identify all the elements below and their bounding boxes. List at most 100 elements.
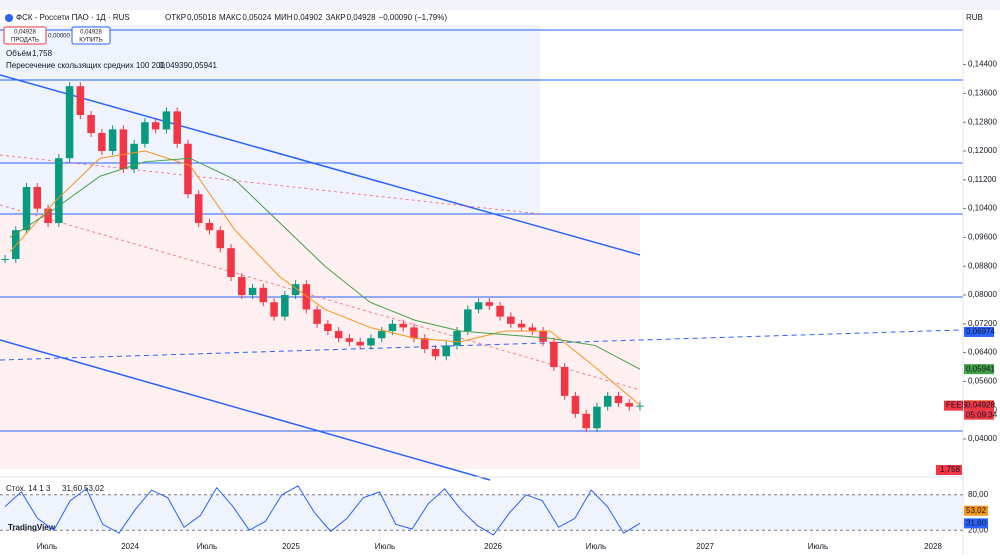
- sell-label: ПРОДАТЬ: [11, 38, 39, 44]
- candle: [485, 302, 494, 306]
- stoch-line: [4, 485, 641, 536]
- candle: [593, 406, 601, 429]
- y-tick-label: 0,12800: [968, 117, 997, 126]
- candle: [248, 287, 257, 296]
- candle: [324, 323, 332, 332]
- spread: 0,00000: [48, 34, 70, 40]
- candle: [162, 111, 171, 130]
- ma-fast: 0,04939: [159, 61, 188, 70]
- volume-label: Объём: [6, 49, 32, 58]
- candle: [410, 327, 418, 339]
- candle: [1, 259, 9, 261]
- candle: [388, 323, 397, 332]
- candle: [636, 405, 644, 407]
- candle: [560, 367, 569, 396]
- stoch-badge: [964, 505, 988, 516]
- y-tick-label: 0,06400: [968, 348, 997, 357]
- candle: [474, 302, 483, 310]
- x-tick-label: 2026: [484, 542, 502, 551]
- x-tick-label: Июль: [375, 542, 395, 551]
- candle: [420, 338, 429, 350]
- candle: [130, 143, 138, 170]
- y-tick-label: 0,11200: [968, 175, 997, 184]
- toolbar: [0, 0, 1000, 10]
- candle: [571, 395, 580, 414]
- sell-button[interactable]: [3, 26, 47, 45]
- y-tick-label: 0,05600: [968, 377, 997, 386]
- candle: [313, 309, 321, 324]
- y-tick-label: 0,10400: [968, 204, 997, 213]
- candle: [367, 338, 375, 346]
- timer-bg: [964, 410, 994, 420]
- volume-value: 1,758: [32, 49, 53, 58]
- candle: [377, 331, 386, 339]
- candle: [108, 129, 117, 152]
- candle: [194, 194, 203, 224]
- candle: [528, 327, 537, 332]
- dashed-trend: [0, 154, 641, 391]
- candle: [302, 284, 311, 310]
- y-tick-label: 0,07200: [968, 319, 997, 328]
- candle: [431, 349, 440, 357]
- stoch-k: 31,60: [62, 484, 83, 493]
- ohlc-value: 0,04928: [347, 13, 376, 22]
- ohlc-label: МАКС: [219, 13, 242, 22]
- candle: [76, 86, 85, 116]
- candle: [464, 309, 472, 332]
- candle: [614, 395, 623, 404]
- zone-blue: [0, 25, 540, 214]
- candle: [65, 86, 74, 159]
- ohlc-change: −0,00090 (−1,79%): [379, 13, 448, 22]
- candle: [173, 111, 181, 144]
- stoch-tick-label: 80,00: [968, 490, 989, 499]
- price-badge-label: 0,05941: [966, 364, 995, 373]
- candle: [603, 395, 612, 407]
- volume-badge-bg: [936, 465, 962, 475]
- zone-red: [0, 214, 640, 469]
- candle: [291, 284, 300, 296]
- x-tick-label: 2024: [121, 542, 139, 551]
- candle: [227, 248, 235, 278]
- x-tick-label: 2025: [282, 542, 300, 551]
- candle: [281, 295, 289, 317]
- y-tick-label: 0,14400: [968, 60, 997, 69]
- candle: [270, 302, 278, 317]
- ohlc-label: ЗАКР: [325, 13, 345, 22]
- trade-buttons[interactable]: 0,04928 ПРОДАТЬ 0,00000 0,04928 КУПИТЬ: [3, 26, 111, 45]
- x-tick-label: 2027: [696, 542, 714, 551]
- price-badge-label: 0,04928: [966, 401, 995, 410]
- price-badge: [964, 326, 994, 337]
- sell-price: 0,04928: [14, 30, 36, 36]
- ma-label: Пересечение скользящих средних 100 200: [6, 61, 165, 70]
- y-tick-label: 0,08800: [968, 261, 997, 270]
- candle: [151, 122, 160, 130]
- ohlc-value: 0,04902: [294, 13, 323, 22]
- ohlc-value: 0,05018: [187, 13, 216, 22]
- ohlc-value: 0,05024: [242, 13, 271, 22]
- x-tick-label: Июль: [197, 542, 217, 551]
- stoch-badge-label: 53,02: [966, 506, 987, 515]
- candle: [345, 338, 354, 342]
- candle: [205, 223, 214, 231]
- volume-badge: 1,758: [940, 465, 961, 474]
- price-badge: [964, 400, 994, 411]
- ohlc-label: ОТКР: [165, 13, 186, 22]
- y-tick-label: 0,13600: [968, 89, 997, 98]
- candle: [399, 323, 407, 328]
- buy-button[interactable]: [71, 26, 111, 45]
- logo: TradingView: [8, 523, 56, 532]
- candle: [539, 331, 547, 342]
- candle: [496, 305, 504, 317]
- candle: [334, 331, 343, 339]
- candle: [625, 403, 634, 407]
- ma-line: [9, 157, 641, 370]
- candle: [442, 345, 451, 357]
- candle: [216, 230, 225, 249]
- price-badge: [964, 364, 994, 375]
- buy-price: 0,04928: [80, 30, 102, 36]
- x-tick-label: 2028: [924, 542, 942, 551]
- candle: [259, 287, 268, 303]
- candle: [55, 158, 63, 224]
- stoch-label: Стох. 14 1 3: [6, 484, 51, 493]
